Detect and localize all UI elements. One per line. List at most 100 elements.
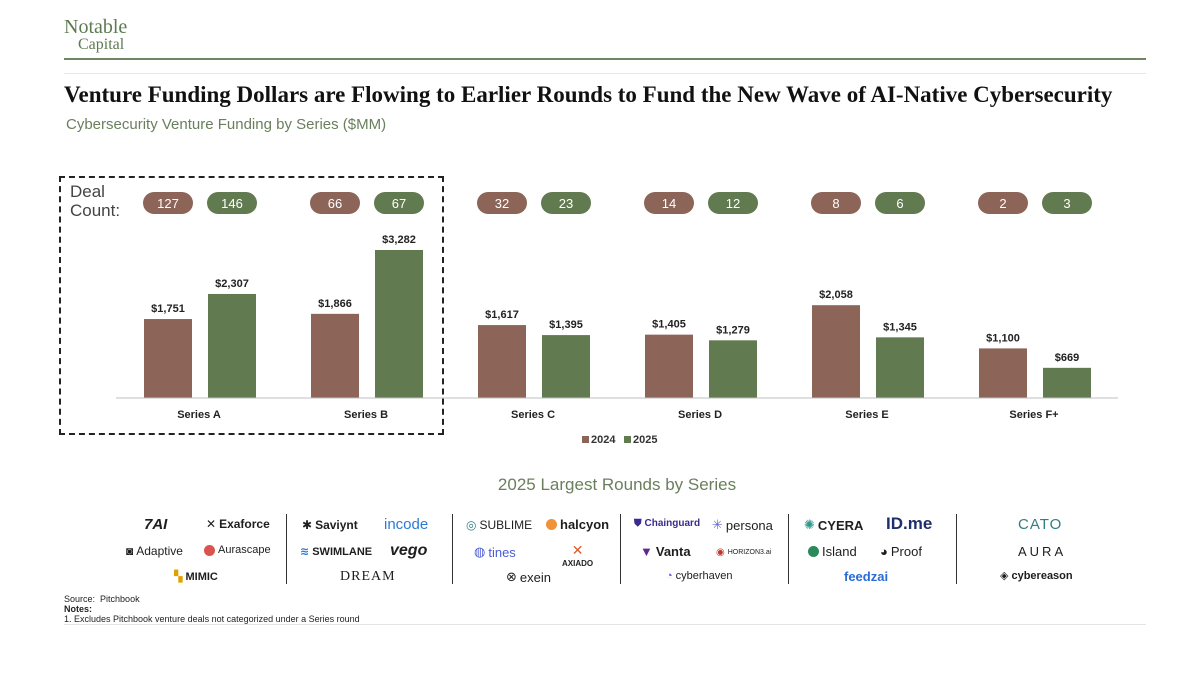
deal-count-pill: [644, 192, 694, 214]
legend-label: 2024: [591, 434, 616, 446]
x-tick-label: Series C: [511, 409, 555, 421]
logo-feedzai-text: feedzai: [844, 569, 889, 584]
deal-count-value: 8: [832, 196, 839, 211]
logo-vego-text: vego: [390, 542, 428, 559]
logo-vanta: ▼ Vanta: [640, 544, 691, 559]
logo-dream-text: DREAM: [340, 569, 396, 584]
notes-label: Notes:: [64, 604, 93, 614]
logo-proof-text: Proof: [890, 544, 922, 559]
logo-group-series-d: ⛊ Chainguard ✳ persona ▼ Vanta ◉ HORIZON3.ai…: [624, 512, 784, 588]
logo-chainguard: ⛊ Chainguard: [634, 518, 700, 529]
logo-chainguard-text: Chainguard: [644, 518, 701, 529]
logo-axiado: ✕ AXIADO: [562, 542, 593, 568]
logo-cybereason-text: cybereason: [1011, 569, 1073, 582]
deal-count-value: 23: [559, 196, 573, 211]
deal-count-pill: [541, 192, 591, 214]
deal-count-label: Deal Count:: [70, 182, 120, 220]
logo-mimic: ▚ MIMIC: [174, 570, 218, 584]
logo-halcyon-text: halcyon: [560, 517, 610, 532]
logo-separator: [286, 514, 287, 584]
logo-separator: [452, 514, 453, 584]
logo-aura-text: AURA: [1018, 544, 1067, 559]
mimic-icon: ▚: [174, 571, 183, 583]
deal-count-value: 146: [221, 196, 243, 211]
logo-adaptive: ◙ Adaptive: [126, 544, 183, 558]
logo-cyberhaven: ◔ cyberhaven: [666, 570, 733, 582]
bar-2025: [1043, 367, 1091, 398]
data-label: $1,866: [318, 298, 352, 310]
deal-count-value: 14: [662, 196, 676, 211]
logo-tines: ◍ tines: [474, 544, 516, 560]
deal-count-pill: [708, 192, 758, 214]
data-label: $1,405: [652, 319, 686, 331]
logo-exein: ⊗ exein: [506, 569, 551, 585]
logo-horizon3-text: HORIZON3.ai: [727, 549, 772, 556]
deal-label-line1: Deal: [70, 182, 105, 201]
logo-axiado-text: AXIADO: [562, 559, 594, 568]
halcyon-icon: [546, 519, 557, 530]
cyberhaven-icon: ◔: [666, 570, 673, 582]
aurascape-icon: [204, 544, 215, 556]
data-label: $669: [1055, 352, 1079, 364]
logo-aurascape: Aurascape: [204, 544, 271, 556]
bar-2024: [478, 325, 526, 398]
deal-count-pill: [143, 192, 193, 214]
bar-2025: [542, 335, 590, 398]
logo-horizon3: ◉ HORIZON3.ai: [716, 547, 771, 558]
vanta-icon: ▼: [640, 544, 653, 559]
deal-count-value: 3: [1063, 196, 1070, 211]
deal-count-value: 12: [726, 196, 740, 211]
legend-swatch: [582, 436, 589, 443]
logo-swimlane-text: SWIMLANE: [312, 545, 373, 558]
logo-separator: [956, 514, 957, 584]
logo-grid: 7AI ✕ Exaforce ◙ Adaptive Aurascape ▚ MIMIC…: [110, 512, 1110, 588]
logo-idme-text: ID.me: [886, 514, 933, 533]
logo-cato: CATO: [1018, 516, 1062, 533]
bar-2024: [979, 348, 1027, 398]
logo-vego: vego: [390, 542, 427, 560]
logo-cato-text: CATO: [1018, 516, 1063, 533]
data-label: $3,282: [382, 234, 416, 246]
tines-icon: ◍: [474, 544, 486, 559]
legend-swatch: [624, 436, 631, 443]
sublime-icon: ◎: [466, 518, 477, 532]
logo-aurascape-text: Aurascape: [218, 544, 271, 556]
data-label: $1,345: [883, 321, 917, 333]
logo-persona: ✳ persona: [712, 517, 773, 533]
bar-2024: [812, 305, 860, 398]
logo-feedzai: feedzai: [844, 569, 888, 584]
adaptive-icon: ◙: [126, 544, 134, 558]
deal-count-value: 2: [999, 196, 1006, 211]
x-tick-label: Series F+: [1009, 409, 1058, 421]
header-thin-rule: [64, 73, 1146, 74]
saviynt-icon: ✱: [302, 518, 313, 532]
highlight-box: [59, 176, 444, 435]
logo-7ai-text: 7AI: [144, 516, 168, 533]
bar-2025: [709, 340, 757, 398]
chainguard-icon: ⛊: [634, 518, 642, 529]
brand-logo: Notable Capital: [64, 17, 127, 54]
logo-exein-text: exein: [519, 569, 551, 585]
cybereason-icon: ◈: [1000, 570, 1009, 582]
logo-separator: [620, 514, 621, 584]
deal-count-value: 32: [495, 196, 509, 211]
data-label: $1,751: [151, 303, 185, 315]
deal-count-pill: [477, 192, 527, 214]
logo-idme: ID.me: [886, 514, 932, 534]
source-label: Source:: [64, 594, 96, 604]
logo-aura: AURA: [1018, 544, 1066, 559]
deal-count-pill: [207, 192, 257, 214]
data-label: $2,058: [819, 289, 853, 301]
logo-saviynt: ✱ Saviynt: [302, 518, 358, 532]
data-label: $1,100: [986, 332, 1020, 344]
source-line: Source: Pitchbook: [64, 594, 360, 604]
x-tick-label: Series D: [678, 409, 722, 421]
deal-count-pill: [811, 192, 861, 214]
brand-line2: Capital: [78, 36, 125, 53]
logo-group-series-f: CATO AURA ◈ cybereason: [960, 512, 1110, 588]
notes-line: Notes:: [64, 604, 360, 614]
logo-sublime: ◎ SUBLIME: [466, 518, 532, 532]
proof-icon: ◕: [880, 544, 888, 559]
data-label: $1,395: [549, 319, 583, 331]
logo-7ai: 7AI: [144, 516, 167, 533]
